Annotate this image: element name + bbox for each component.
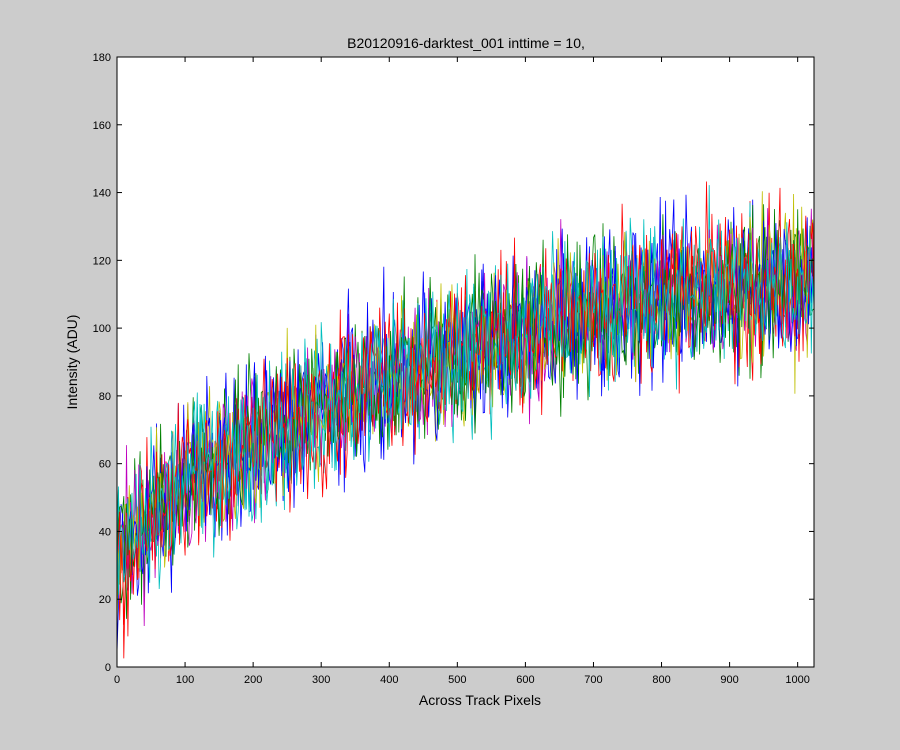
x-axis-label: Across Track Pixels (419, 692, 541, 708)
x-tick-label: 300 (312, 674, 330, 686)
series-line-9 (116, 187, 815, 659)
series-line-10 (116, 217, 815, 595)
x-tick-label: 100 (176, 674, 194, 686)
y-tick-label: 120 (93, 255, 111, 267)
y-tick-label: 100 (93, 323, 111, 335)
x-tick-label: 200 (244, 674, 262, 686)
y-axis-ticks: 0 20 40 60 80 100 120 140 160 180 (93, 52, 814, 674)
x-tick-label: 700 (584, 674, 602, 686)
x-tick-label: 1000 (785, 674, 809, 686)
x-tick-label: 0 (114, 674, 120, 686)
x-tick-label: 600 (516, 674, 534, 686)
y-tick-label: 0 (105, 662, 111, 674)
y-tick-label: 180 (93, 52, 111, 64)
x-tick-label: 400 (380, 674, 398, 686)
y-tick-label: 80 (99, 391, 111, 403)
chart-title: B20120916-darktest_001 inttime = 10, (347, 35, 585, 51)
plot-frame (116, 56, 815, 668)
y-tick-label: 140 (93, 188, 111, 200)
y-tick-label: 40 (99, 526, 111, 538)
x-tick-label: 500 (448, 674, 466, 686)
plot-area: 0 100 200 300 400 500 600 700 800 900 1000 0 20 40 60… (93, 52, 815, 686)
y-tick-label: 60 (99, 459, 111, 471)
x-tick-label: 800 (652, 674, 670, 686)
x-tick-label: 900 (720, 674, 738, 686)
x-axis-ticks: 0 100 200 300 400 500 600 700 800 900 1000 (114, 57, 810, 686)
y-axis-label: Intensity (ADU) (64, 315, 80, 410)
series-layer (116, 181, 815, 659)
y-tick-label: 160 (93, 120, 111, 132)
y-tick-label: 20 (99, 594, 111, 606)
